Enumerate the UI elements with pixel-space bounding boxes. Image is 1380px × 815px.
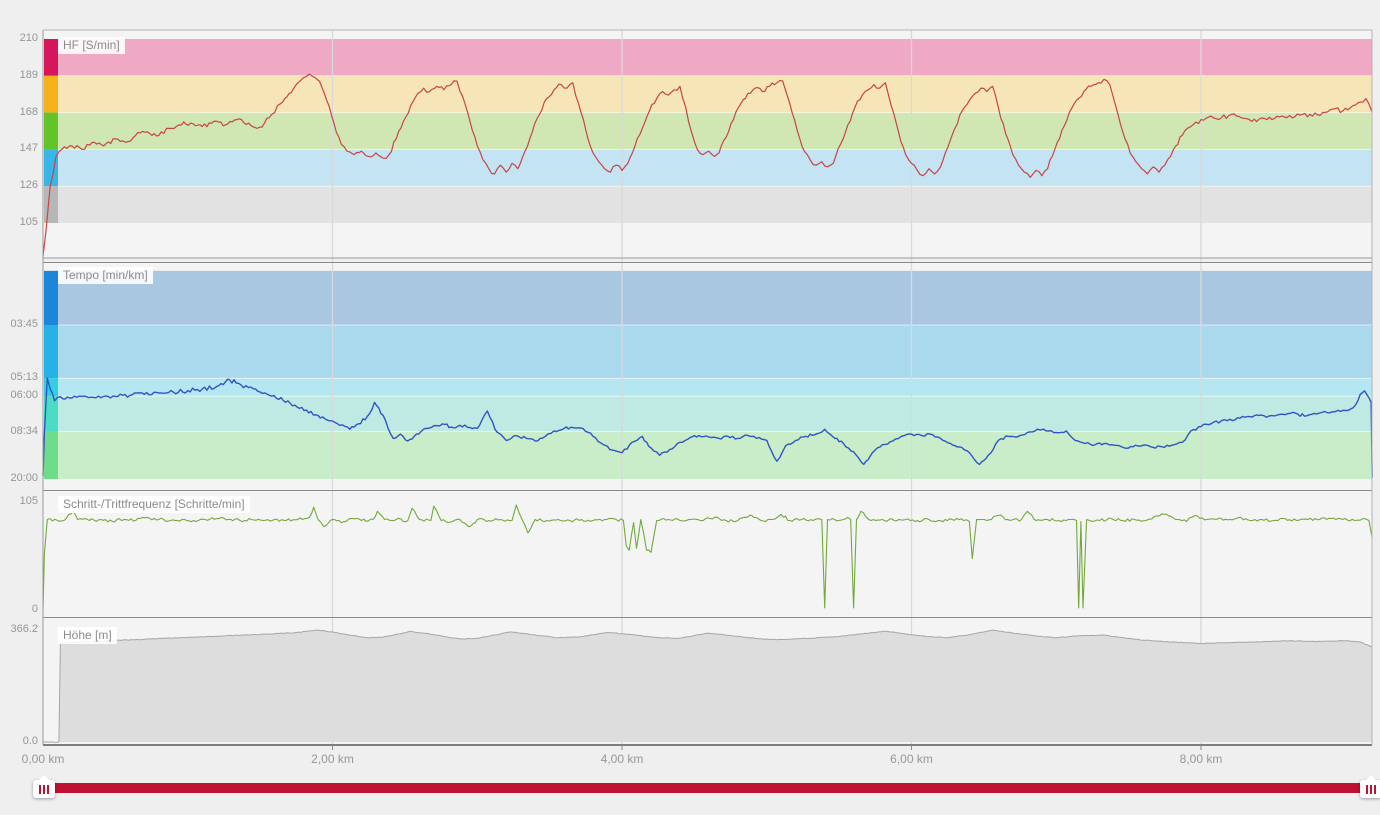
y-tick-label: 105 <box>19 216 38 228</box>
zone-band-1-2 <box>58 378 1372 397</box>
zone-swatch-1-3 <box>44 396 58 432</box>
range-handle-right[interactable] <box>1360 775 1380 798</box>
zone-swatch-0-3 <box>44 149 58 187</box>
zone-swatch-1-0 <box>44 270 58 325</box>
zone-band-1-0 <box>58 270 1372 325</box>
y-tick-label: 06:00 <box>10 389 38 402</box>
range-scrollbar <box>0 770 1380 810</box>
grip-icon <box>1365 784 1377 794</box>
zone-swatch-0-2 <box>44 112 58 150</box>
y-tick-label: 03:45 <box>10 318 38 330</box>
series-line-1 <box>42 377 1373 478</box>
y-tick-label: 0 <box>31 603 38 615</box>
hf-chart-title: HF [S/min] <box>58 37 125 54</box>
x-tick-label: 6,00 km <box>890 752 933 766</box>
y-tick-label: 105 <box>19 495 38 507</box>
zone-band-1-1 <box>58 325 1372 379</box>
y-tick-label: 0.0 <box>22 735 38 747</box>
zone-band-1-3 <box>58 396 1372 432</box>
zone-band-0-2 <box>58 112 1372 150</box>
x-tick-label: 8,00 km <box>1179 752 1223 766</box>
zone-swatch-1-1 <box>44 325 58 379</box>
y-tick-label: 08:34 <box>10 424 38 437</box>
zone-swatch-0-0 <box>44 39 58 76</box>
zone-band-0-0 <box>58 39 1372 76</box>
zone-band-0-3 <box>58 149 1372 187</box>
zone-swatch-0-1 <box>44 75 58 113</box>
elevation-area <box>43 630 1373 743</box>
y-tick-label: 126 <box>19 179 38 192</box>
x-tick-label: 0,00 km <box>21 752 65 766</box>
series-line-0 <box>42 73 1373 257</box>
grip-icon <box>38 784 50 794</box>
zone-swatch-0-4 <box>44 186 58 223</box>
y-tick-label: 147 <box>19 142 38 155</box>
y-tick-label: 366.2 <box>10 623 38 635</box>
zone-swatch-1-4 <box>44 431 58 479</box>
zone-band-0-1 <box>58 75 1372 113</box>
y-tick-label: 20:00 <box>10 472 38 484</box>
x-tick-label: 4,00 km <box>600 752 644 766</box>
tempo-chart-title: Tempo [min/km] <box>58 267 153 284</box>
series-line-2 <box>42 504 1373 611</box>
panel-bg-2 <box>43 491 1372 617</box>
elevation-chart-title: Höhe [m] <box>58 627 117 644</box>
range-selected-bar[interactable] <box>44 783 1371 793</box>
cadence-chart-title: Schritt-/Trittfrequenz [Schritte/min] <box>58 496 250 513</box>
range-handle-left[interactable] <box>33 775 55 798</box>
zone-band-1-4 <box>58 431 1372 479</box>
series-line-3 <box>43 629 1373 743</box>
x-tick-label: 2,00 km <box>311 752 354 766</box>
y-tick-label: 168 <box>19 105 38 118</box>
zone-band-0-4 <box>58 186 1372 223</box>
y-tick-label: 210 <box>19 32 38 44</box>
y-tick-label: 189 <box>19 68 38 81</box>
y-tick-label: 05:13 <box>10 371 38 384</box>
